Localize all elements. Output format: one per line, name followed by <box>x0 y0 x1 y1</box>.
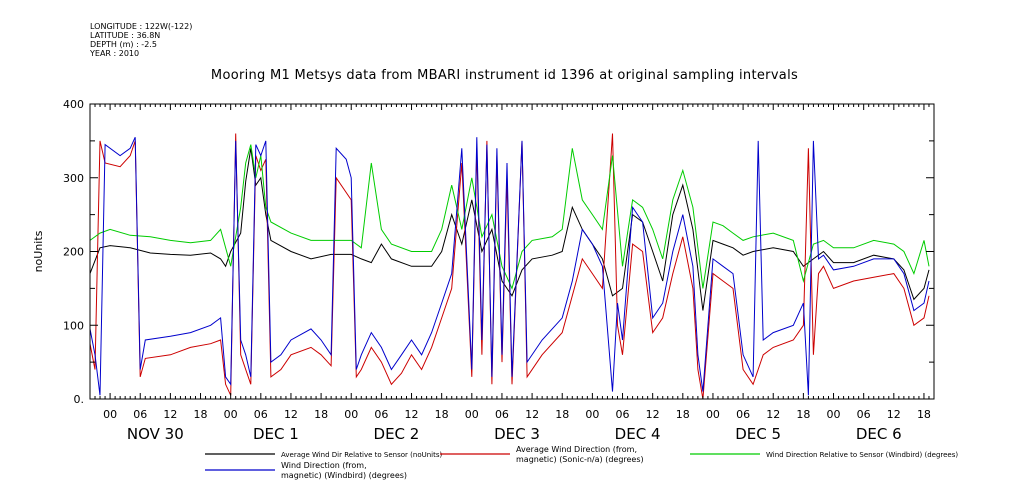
legend-label: Average Wind Dir Relative to Sensor (noU… <box>281 451 442 459</box>
x-hour-label: 00 <box>585 408 599 421</box>
plot-frame <box>89 103 935 400</box>
x-hour-label: 00 <box>465 408 479 421</box>
x-hour-label: 00 <box>103 408 117 421</box>
x-hour-label: 06 <box>736 408 750 421</box>
series-line-4 <box>89 136 930 396</box>
x-hour-label: 00 <box>827 408 841 421</box>
x-hour-label: 06 <box>133 408 147 421</box>
x-day-label: DEC 1 <box>253 425 299 443</box>
legend-label: Average Wind Direction (from, <box>516 445 637 454</box>
series-line-3 <box>89 144 930 290</box>
x-hour-label: 06 <box>857 408 871 421</box>
x-hour-label: 12 <box>525 408 539 421</box>
x-day-label: DEC 6 <box>856 425 902 443</box>
x-hour-label: 00 <box>224 408 238 421</box>
x-day-label: DEC 2 <box>374 425 420 443</box>
x-hour-label: 12 <box>284 408 298 421</box>
metadata-block: LONGITUDE : 122W(-122) LATITUDE : 36.8N … <box>90 22 192 58</box>
legend-label: Wind Direction (from, <box>281 461 367 470</box>
x-hour-label: 12 <box>646 408 660 421</box>
longitude-label: LONGITUDE : 122W(-122) <box>90 22 193 31</box>
year-label: YEAR : 2010 <box>90 49 140 58</box>
legend-label-line2: magnetic) (Windbird) (degrees) <box>281 471 407 480</box>
x-hour-label: 12 <box>163 408 177 421</box>
latitude-label: LATITUDE : 36.8N <box>90 31 161 40</box>
y-tick-label: 200 <box>63 246 84 259</box>
y-tick-label: 300 <box>63 172 84 185</box>
x-hour-label: 18 <box>917 408 931 421</box>
x-hour-label: 12 <box>766 408 780 421</box>
depth-label: DEPTH (m) : -2.5 <box>90 40 157 49</box>
x-day-label: DEC 3 <box>494 425 540 443</box>
x-hour-label: 06 <box>495 408 509 421</box>
y-tick-label: 0. <box>74 393 85 406</box>
y-axis-label: noUnits <box>32 230 45 272</box>
x-hour-label: 12 <box>887 408 901 421</box>
axes: 0. 100 200 300 400 noUnits 00 06 12 18 00 06 12 18 00 0… <box>32 98 935 443</box>
x-hour-label: 00 <box>344 408 358 421</box>
x-hour-label: 00 <box>706 408 720 421</box>
plot-area <box>89 133 930 400</box>
chart-title: Mooring M1 Metsys data from MBARI instru… <box>210 68 799 83</box>
y-tick-label: 100 <box>63 319 84 332</box>
x-day-label: NOV 30 <box>127 425 184 443</box>
legend-label-line2: magnetic) (Sonic-n/a) (degrees) <box>516 455 644 464</box>
x-hour-label: 18 <box>676 408 690 421</box>
x-hour-label: 18 <box>194 408 208 421</box>
x-hour-label: 06 <box>374 408 388 421</box>
x-day-label: DEC 4 <box>615 425 661 443</box>
y-tick-label: 400 <box>63 98 84 111</box>
legend-label: Wind Direction Relative to Sensor (Windb… <box>766 451 958 459</box>
x-hour-label: 06 <box>254 408 268 421</box>
series-line-1 <box>89 148 930 311</box>
x-hour-label: 12 <box>405 408 419 421</box>
x-hour-label: 18 <box>314 408 328 421</box>
x-hour-label: 18 <box>796 408 810 421</box>
x-day-label: DEC 5 <box>735 425 781 443</box>
x-hour-label: 06 <box>616 408 630 421</box>
x-hour-label: 18 <box>435 408 449 421</box>
x-hour-label: 18 <box>555 408 569 421</box>
legend: Average Wind Dir Relative to Sensor (noU… <box>205 445 958 480</box>
